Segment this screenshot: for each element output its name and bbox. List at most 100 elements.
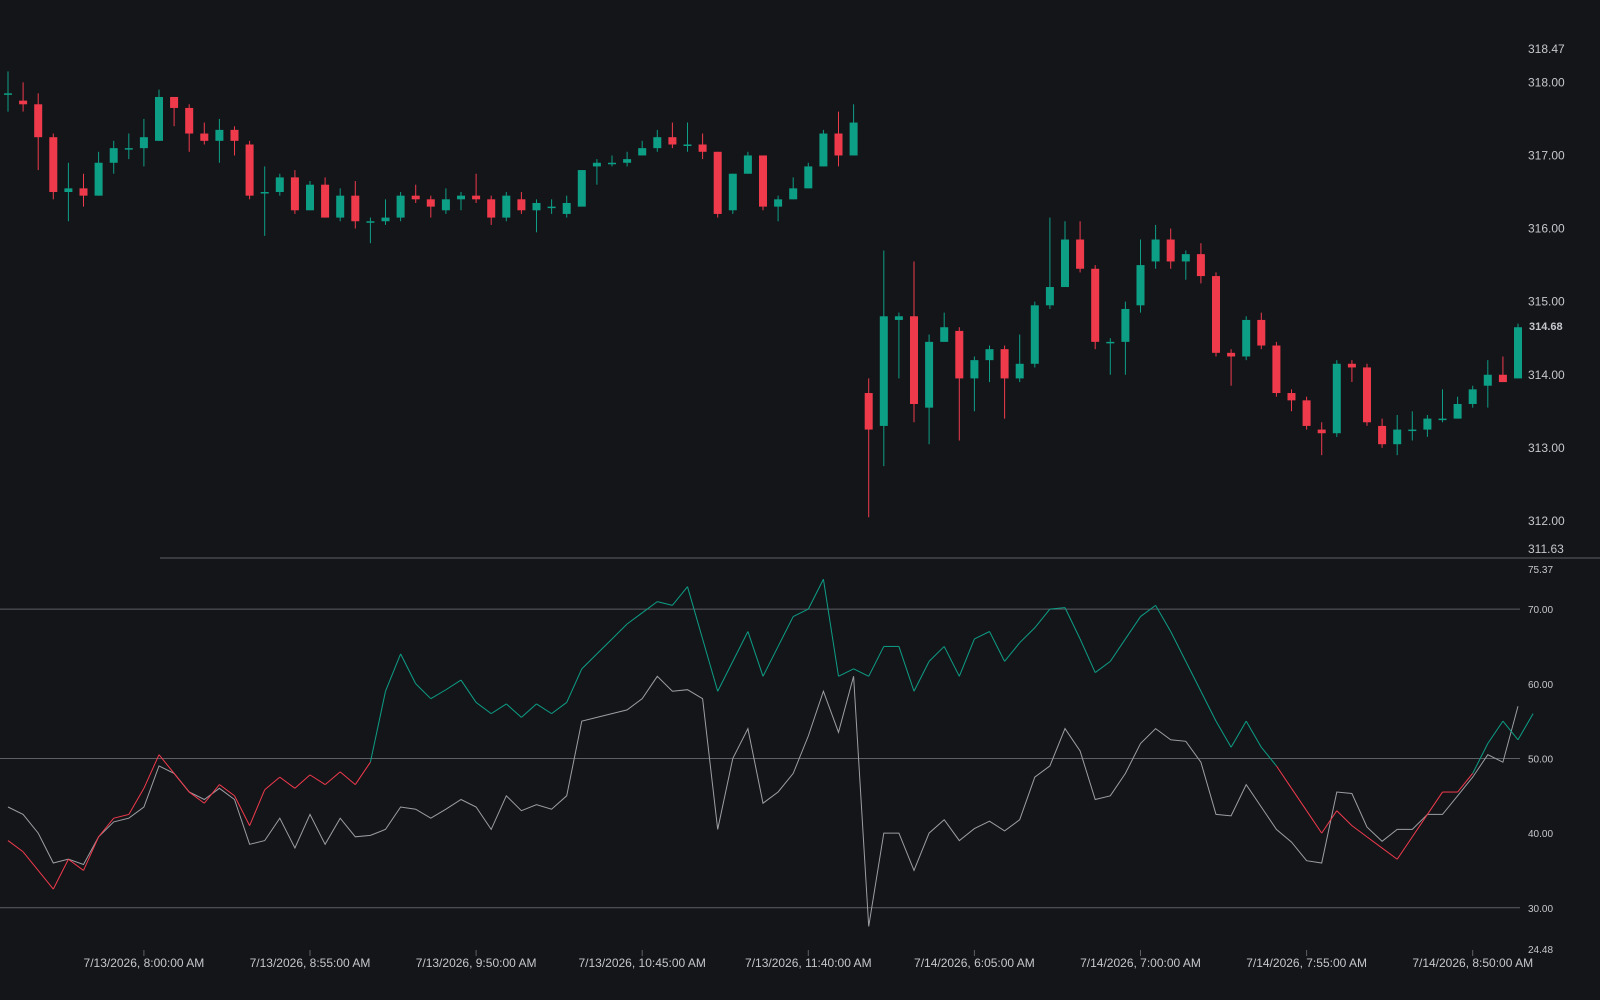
candle[interactable]	[109, 140, 118, 174]
candle[interactable]	[351, 181, 360, 229]
candle[interactable]	[970, 356, 979, 412]
candle[interactable]	[1257, 312, 1266, 350]
candle[interactable]	[925, 334, 934, 445]
candle[interactable]	[532, 199, 541, 233]
candle[interactable]	[457, 192, 465, 211]
candle[interactable]	[774, 195, 783, 222]
candle[interactable]	[804, 162, 813, 189]
candle[interactable]	[139, 118, 148, 167]
candle[interactable]	[1347, 360, 1356, 383]
candle[interactable]	[608, 155, 616, 167]
candle[interactable]	[547, 199, 556, 214]
candlestick-series[interactable]	[4, 71, 1522, 518]
candle[interactable]	[1332, 360, 1341, 437]
candle[interactable]	[381, 199, 390, 225]
candle[interactable]	[789, 177, 798, 200]
candle[interactable]	[1363, 363, 1371, 426]
candle[interactable]	[245, 140, 254, 200]
candle[interactable]	[275, 173, 284, 196]
candle[interactable]	[1151, 224, 1160, 269]
candle[interactable]	[472, 173, 481, 203]
candle[interactable]	[819, 129, 828, 167]
candle[interactable]	[834, 111, 843, 167]
candle[interactable]	[4, 71, 12, 112]
candle[interactable]	[366, 217, 375, 244]
candle[interactable]	[728, 173, 737, 214]
candle[interactable]	[487, 195, 496, 225]
candle[interactable]	[426, 195, 435, 218]
candle[interactable]	[94, 151, 103, 196]
candle[interactable]	[683, 122, 692, 152]
candle[interactable]	[759, 155, 767, 211]
candle[interactable]	[562, 195, 571, 218]
candle[interactable]	[1030, 301, 1039, 368]
candle[interactable]	[623, 151, 632, 167]
candle[interactable]	[1378, 418, 1387, 448]
candle[interactable]	[230, 126, 239, 156]
candle[interactable]	[1212, 272, 1220, 357]
candle[interactable]	[713, 151, 722, 218]
candle[interactable]	[1272, 341, 1281, 397]
candle[interactable]	[19, 82, 28, 112]
candle[interactable]	[1061, 221, 1069, 288]
candle[interactable]	[668, 122, 677, 149]
candle[interactable]	[1242, 316, 1251, 361]
candle[interactable]	[260, 166, 269, 236]
candle[interactable]	[124, 133, 133, 160]
candle[interactable]	[441, 188, 450, 214]
candle[interactable]	[517, 192, 526, 214]
candle[interactable]	[321, 177, 330, 218]
candle[interactable]	[1423, 414, 1432, 437]
candle[interactable]	[743, 151, 752, 174]
candle[interactable]	[864, 378, 873, 518]
candle[interactable]	[49, 133, 58, 200]
candle[interactable]	[200, 122, 209, 145]
candle[interactable]	[985, 345, 994, 383]
candle[interactable]	[1015, 334, 1024, 383]
candle[interactable]	[155, 89, 163, 141]
candle[interactable]	[1076, 221, 1085, 273]
candle[interactable]	[1106, 338, 1115, 375]
candle[interactable]	[1287, 389, 1296, 412]
candle[interactable]	[1438, 389, 1447, 423]
candle[interactable]	[79, 173, 88, 207]
candle[interactable]	[910, 261, 918, 423]
candle[interactable]	[1045, 217, 1054, 309]
candle[interactable]	[336, 188, 345, 222]
candle[interactable]	[1196, 243, 1205, 284]
candle[interactable]	[1181, 250, 1190, 280]
candle[interactable]	[1136, 239, 1145, 313]
candle[interactable]	[1468, 385, 1477, 408]
candle[interactable]	[1498, 356, 1507, 383]
candle[interactable]	[1514, 323, 1522, 379]
candle[interactable]	[215, 118, 224, 163]
candle[interactable]	[1408, 411, 1417, 441]
candle[interactable]	[849, 104, 858, 156]
candle[interactable]	[34, 93, 43, 171]
candle[interactable]	[411, 184, 420, 203]
candle[interactable]	[1227, 349, 1236, 386]
candle[interactable]	[1166, 228, 1175, 269]
candle[interactable]	[592, 159, 601, 185]
candle[interactable]	[290, 170, 299, 214]
candle[interactable]	[940, 312, 949, 342]
candle[interactable]	[1317, 422, 1326, 456]
candle[interactable]	[170, 96, 179, 127]
candle[interactable]	[64, 162, 73, 222]
candle[interactable]	[306, 181, 314, 211]
candle[interactable]	[502, 192, 511, 222]
candle[interactable]	[1091, 265, 1100, 350]
candle[interactable]	[1453, 396, 1462, 419]
candle[interactable]	[1121, 301, 1130, 375]
candle[interactable]	[955, 327, 964, 441]
candle[interactable]	[1393, 414, 1402, 456]
candle[interactable]	[1000, 345, 1009, 419]
candle[interactable]	[577, 170, 586, 207]
candle[interactable]	[879, 250, 888, 467]
candle[interactable]	[1302, 396, 1311, 430]
candle[interactable]	[698, 133, 707, 160]
candle[interactable]	[396, 192, 405, 222]
candle[interactable]	[894, 312, 903, 379]
candle[interactable]	[1483, 360, 1492, 408]
